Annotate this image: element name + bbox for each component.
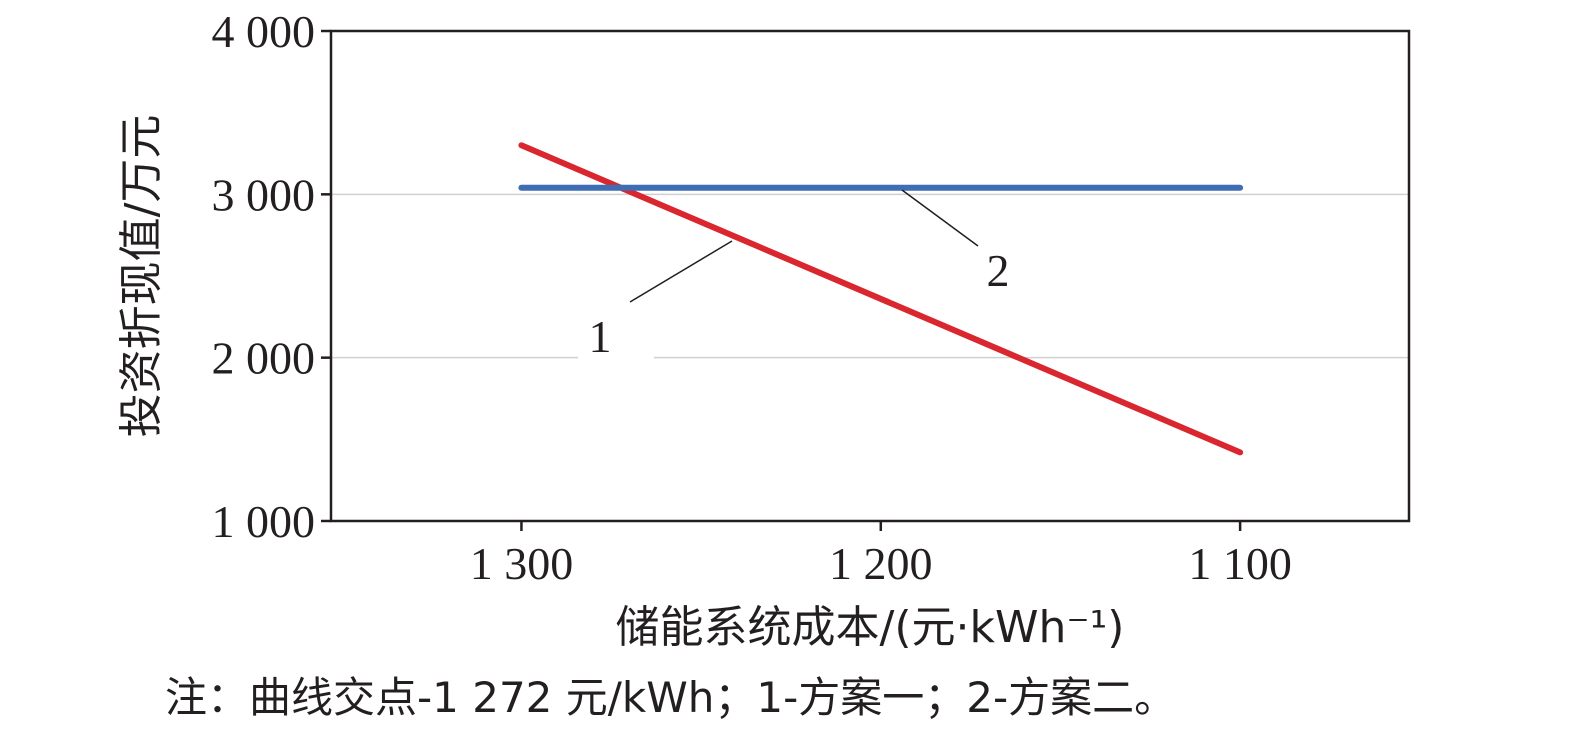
- series-label-2: 2: [987, 245, 1010, 296]
- figure-note: 注：曲线交点-1 272 元/kWh；1-方案一；2-方案二。: [165, 673, 1177, 722]
- y-tick-label: 4 000: [212, 6, 316, 57]
- grid-lines: [331, 193, 1409, 359]
- plot-frame: [329, 29, 1411, 523]
- series-leader-line-1: [629, 240, 733, 303]
- y-axis-title: 投资折现值/万元: [116, 115, 167, 438]
- series-label-1: 1: [589, 311, 612, 362]
- x-tick-label: 1 100: [1188, 538, 1292, 589]
- series-leader-line-2: [901, 189, 979, 247]
- y-axis-ticks: 1 000 2 000 3 000 4 000: [212, 6, 331, 547]
- series-label-bg-1: [578, 300, 654, 362]
- x-axis-ticks: 1 300 1 200 1 100: [470, 521, 1292, 589]
- series-lines: [518, 142, 1244, 456]
- x-tick-label: 1 300: [470, 538, 574, 589]
- y-tick-label: 2 000: [212, 333, 316, 384]
- x-tick-label: 1 200: [829, 538, 933, 589]
- y-tick-label: 3 000: [212, 169, 316, 220]
- series-labels: 12: [578, 189, 1010, 362]
- series-line-1: [518, 142, 1244, 456]
- y-tick-label: 1 000: [212, 496, 316, 547]
- x-axis-title: 储能系统成本/(元·kWh⁻¹): [616, 602, 1125, 653]
